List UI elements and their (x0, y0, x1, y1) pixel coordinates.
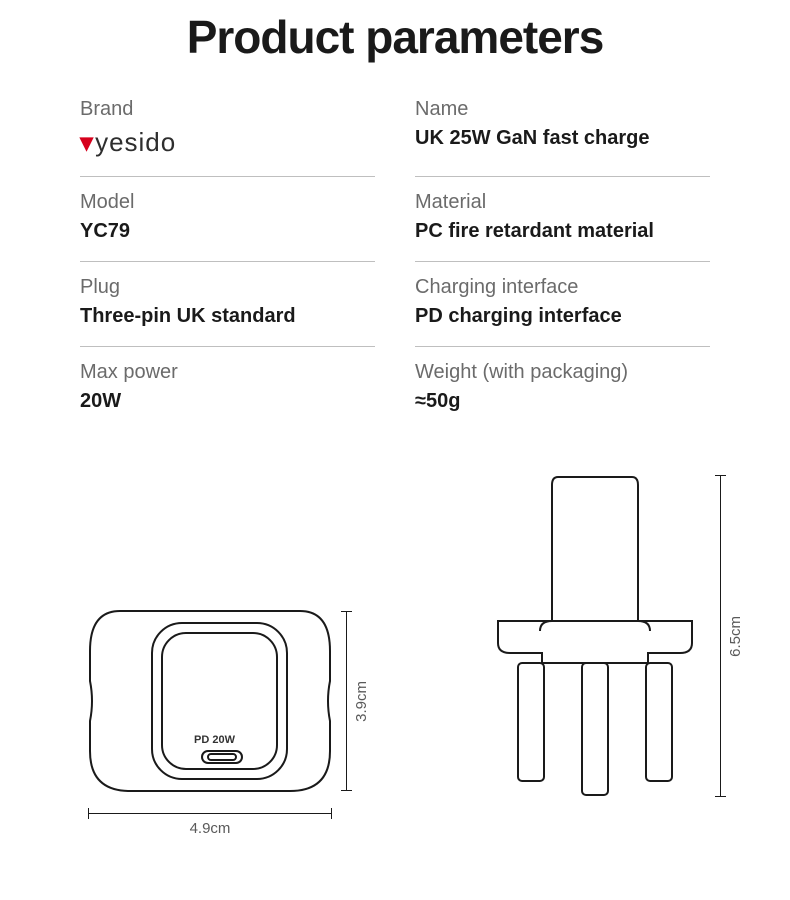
param-label: Brand (80, 98, 375, 121)
param-value: YC79 (80, 220, 375, 243)
param-value: UK 25W GaN fast charge (415, 127, 710, 150)
port-label: PD 20W (194, 734, 236, 746)
param-name: Name UK 25W GaN fast charge (415, 84, 710, 176)
dim-label: 6.5cm (727, 616, 744, 657)
dim-side-height: 6.5cm (720, 475, 744, 797)
param-plug: Plug Three-pin UK standard (80, 261, 375, 346)
param-label: Plug (80, 276, 375, 299)
param-value: 20W (80, 390, 375, 413)
param-label: Material (415, 191, 710, 214)
diagram-side-svg (480, 471, 710, 801)
param-label: Name (415, 98, 710, 121)
brand-logo-text: yesido (95, 127, 176, 158)
dim-label: 3.9cm (353, 681, 370, 722)
brand-accent-glyph: ▾ (80, 127, 94, 158)
brand-logo: ▾yesido (80, 127, 375, 158)
param-value: PD charging interface (415, 305, 710, 328)
dim-front-height: 3.9cm (346, 611, 370, 791)
param-value: PC fire retardant material (415, 220, 710, 243)
dim-label: 4.9cm (190, 820, 231, 837)
param-charging-interface: Charging interface PD charging interface (415, 261, 710, 346)
param-label: Model (80, 191, 375, 214)
diagram-side: 6.5cm (480, 471, 710, 801)
dim-front-width: 4.9cm (88, 813, 332, 837)
param-label: Weight (with packaging) (415, 361, 710, 384)
param-weight: Weight (with packaging) ≈50g (415, 346, 710, 431)
diagrams-row: PD 20W 3.9cm 4.9cm (80, 471, 710, 801)
param-model: Model YC79 (80, 176, 375, 261)
param-value: ≈50g (415, 390, 710, 413)
param-brand: Brand ▾yesido (80, 84, 375, 176)
param-label: Max power (80, 361, 375, 384)
param-material: Material PC fire retardant material (415, 176, 710, 261)
param-value: Three-pin UK standard (80, 305, 375, 328)
param-max-power: Max power 20W (80, 346, 375, 431)
page-title: Product parameters (80, 0, 710, 84)
param-label: Charging interface (415, 276, 710, 299)
params-grid: Brand ▾yesido Name UK 25W GaN fast charg… (80, 84, 710, 431)
diagram-front: PD 20W 3.9cm 4.9cm (80, 601, 340, 801)
diagram-front-svg: PD 20W (80, 601, 340, 801)
